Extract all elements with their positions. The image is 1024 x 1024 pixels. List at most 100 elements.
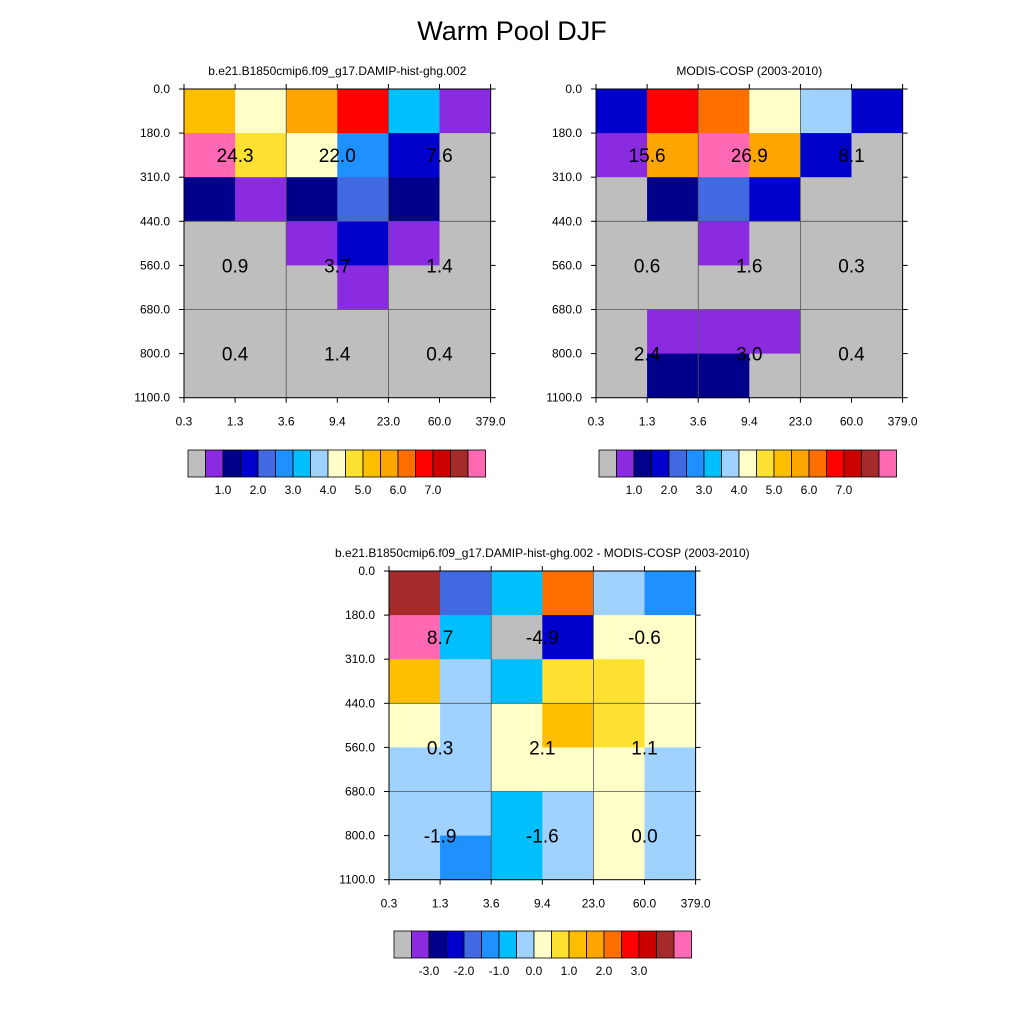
block-value-label: 0.0: [631, 827, 657, 848]
colorbar-swatch: [668, 449, 687, 478]
heatmap-cell: [439, 309, 492, 355]
y-tick-label: 800.0: [140, 347, 170, 361]
heatmap-cell: [389, 747, 441, 792]
y-tick-label: 680.0: [345, 785, 375, 799]
block-value-label: 22.0: [319, 146, 356, 167]
colorbar-swatch: [843, 449, 862, 478]
heatmap-cell: [235, 133, 287, 178]
heatmap-cell: [542, 835, 594, 881]
heatmap-cell: [647, 89, 699, 134]
colorbar-swatch: [791, 449, 810, 478]
heatmap-cell: [593, 659, 645, 704]
x-tick-label: 23.0: [377, 415, 401, 429]
heatmap-cell: [388, 221, 440, 266]
colorbar-swatch: [327, 449, 346, 478]
heatmap-cell: [542, 571, 594, 616]
y-tick-label: 180.0: [552, 126, 582, 140]
block-value-label: 0.6: [634, 256, 660, 277]
heatmap-cell: [749, 89, 801, 134]
colorbar-swatch: [621, 930, 640, 959]
heatmap-cell: [184, 133, 236, 178]
x-tick-label: 1.3: [227, 415, 244, 429]
block-value-label: 0.3: [427, 738, 453, 759]
heatmap-cell: [593, 835, 645, 881]
block-value-label: 0.4: [426, 345, 453, 366]
heatmap-cell: [491, 791, 543, 837]
y-tick-label: 180.0: [345, 608, 375, 622]
heatmap-cell: [337, 353, 389, 399]
y-tick-label: 680.0: [140, 303, 170, 317]
x-tick-label: 1.3: [639, 415, 656, 429]
heatmap-cell: [644, 835, 697, 881]
heatmap-cell: [440, 659, 492, 704]
colorbar-swatch: [446, 930, 465, 959]
x-tick-label: 23.0: [582, 897, 606, 911]
x-tick-label: 3.6: [483, 897, 500, 911]
heatmap-cell: [647, 353, 699, 399]
heatmap-cell: [388, 353, 440, 399]
heatmap-cell: [596, 89, 648, 134]
x-tick-label: 60.0: [633, 897, 657, 911]
heatmap-cell: [698, 309, 750, 355]
heatmap-cell: [388, 177, 440, 222]
colorbar-label: 6.0: [390, 483, 407, 497]
block-value-label: 0.4: [222, 345, 249, 366]
colorbar-swatch: [257, 449, 276, 478]
heatmap-cell: [644, 703, 697, 748]
y-tick-label: 180.0: [140, 126, 170, 140]
colorbar-label: 2.0: [661, 483, 678, 497]
heatmap-cell: [388, 89, 440, 134]
heatmap-cell: [184, 177, 236, 222]
heatmap-cell: [749, 309, 801, 355]
heatmap-cell: [440, 747, 492, 792]
heatmap-cell: [647, 221, 699, 266]
heatmap-cell: [851, 89, 904, 134]
heatmap-cell: [235, 221, 287, 266]
block-value-label: 26.9: [731, 146, 768, 167]
heatmap-cell: [440, 835, 492, 881]
colorbar-swatch: [428, 930, 447, 959]
colorbar-swatch: [516, 930, 535, 959]
colorbar-swatch: [397, 449, 416, 478]
heatmap-cell: [749, 353, 801, 399]
heatmap-cell: [286, 353, 338, 399]
colorbar-swatch: [861, 449, 880, 478]
heatmap-cell: [388, 309, 440, 355]
colorbar-swatch: [673, 930, 692, 959]
colorbar-swatch: [275, 449, 294, 478]
colorbar-label: 6.0: [801, 483, 818, 497]
heatmap-cell: [337, 221, 389, 266]
y-tick-label: 0.0: [358, 564, 375, 578]
heatmap-cell: [235, 353, 287, 399]
colorbar-swatch: [808, 449, 827, 478]
heatmap-cell: [851, 309, 904, 355]
colorbar-swatch: [603, 930, 622, 959]
heatmap-cell: [647, 309, 699, 355]
heatmap-cell: [235, 177, 287, 222]
y-tick-label: 560.0: [140, 258, 170, 272]
block-value-label: -1.6: [526, 827, 559, 848]
colorbar-swatch: [686, 449, 705, 478]
x-tick-label: 0.3: [381, 897, 398, 911]
heatmap-cell: [800, 133, 852, 178]
heatmap-cell: [491, 571, 543, 616]
heatmap-cell: [851, 133, 904, 178]
colorbar-swatch: [773, 449, 792, 478]
colorbar-swatch: [415, 449, 434, 478]
heatmap-cell: [644, 659, 697, 704]
heatmap-cell: [439, 221, 492, 266]
heatmap-cell: [749, 265, 801, 310]
heatmap-cell: [235, 265, 287, 310]
heatmap-cell: [491, 747, 543, 792]
heatmap-cell: [593, 747, 645, 792]
y-tick-label: 440.0: [345, 696, 375, 710]
heatmap-cell: [286, 177, 338, 222]
colorbar-label: 4.0: [731, 483, 748, 497]
heatmap-cell: [596, 133, 648, 178]
heatmap-cell: [800, 265, 852, 310]
colorbar-swatch: [481, 930, 500, 959]
colorbar-swatch: [240, 449, 259, 478]
y-tick-label: 560.0: [345, 740, 375, 754]
colorbar-swatch: [656, 930, 675, 959]
heatmap-cell: [388, 265, 440, 310]
